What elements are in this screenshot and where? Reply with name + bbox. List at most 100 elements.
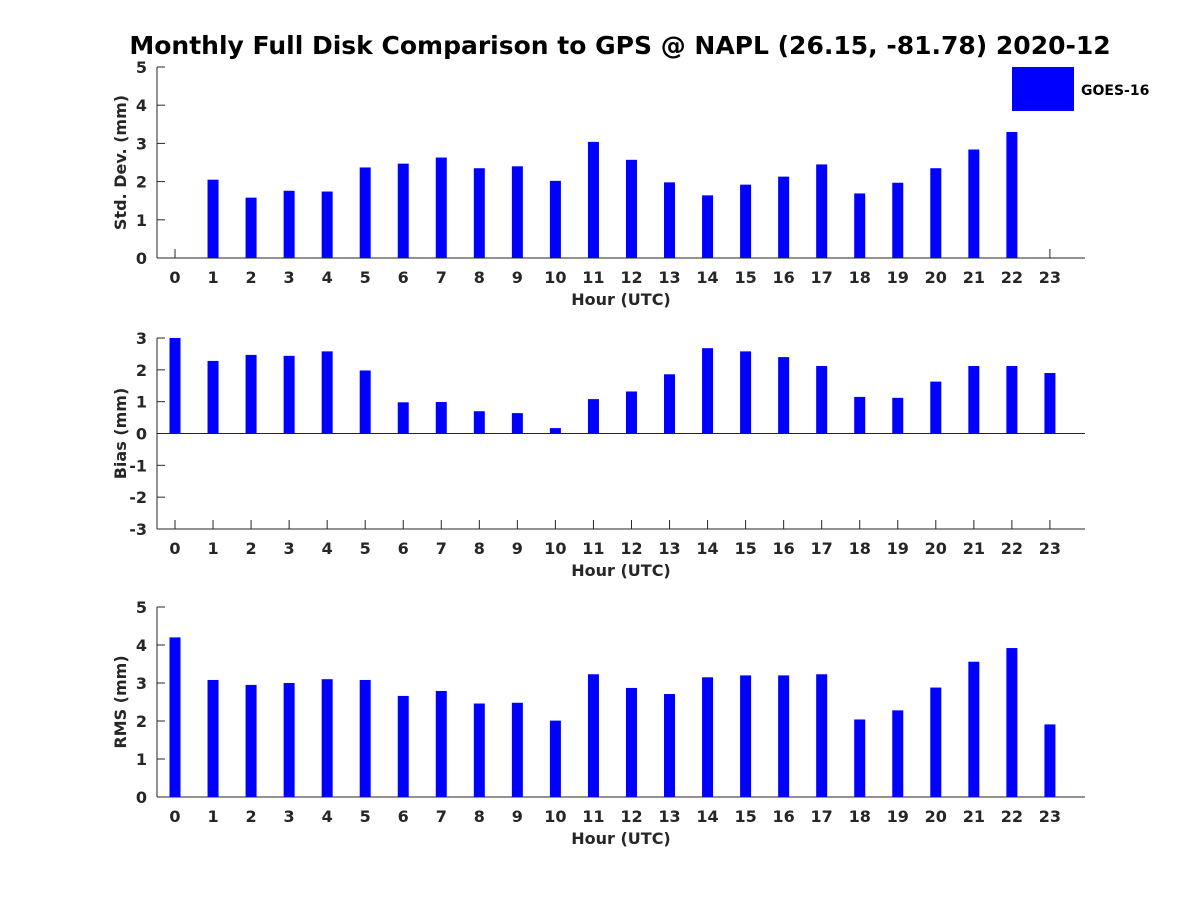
bar-hour-6 [397,695,409,797]
x-tick-label: 13 [658,807,680,826]
y-tick-label: 1 [136,393,147,412]
bar-hour-10 [549,428,561,434]
bar-hour-9 [511,166,523,258]
bar-hour-5 [359,370,371,434]
bar-hour-4 [321,679,333,797]
y-tick-label: -1 [129,456,147,475]
x-tick-label: 20 [925,268,947,287]
x-tick-label: 17 [811,539,833,558]
x-tick-label: 10 [544,807,566,826]
bar-hour-14 [702,348,714,434]
x-tick-label: 7 [436,807,447,826]
x-tick-label: 21 [963,539,985,558]
bar-hour-18 [854,719,866,797]
x-tick-label: 11 [582,268,604,287]
bar-hour-11 [587,141,599,258]
y-tick-label: -2 [129,488,147,507]
x-tick-label: 0 [169,268,180,287]
bar-hour-16 [778,357,790,434]
x-tick-label: 18 [849,539,871,558]
y-tick-label: 3 [136,329,147,348]
x-tick-label: 11 [582,807,604,826]
bar-hour-15 [740,675,752,797]
bar-hour-2 [245,684,257,797]
bar-hour-15 [740,184,752,258]
x-tick-label: 10 [544,539,566,558]
bar-hour-8 [473,703,485,797]
x-tick-label: 15 [734,268,756,287]
bar-hour-17 [816,674,828,797]
bar-hour-15 [740,351,752,434]
x-tick-label: 17 [811,268,833,287]
y-tick-label: 0 [136,788,147,807]
y-tick-label: 3 [136,134,147,153]
bar-hour-8 [473,411,485,434]
bar-hour-7 [435,157,447,258]
x-tick-label: 14 [696,539,718,558]
bar-hour-3 [283,190,295,258]
bar-hour-22 [1006,131,1018,258]
x-tick-label: 1 [207,807,218,826]
x-tick-label: 9 [512,807,523,826]
bar-hour-0 [169,338,181,434]
x-tick-label: 19 [887,539,909,558]
x-tick-label: 14 [696,268,718,287]
legend-label: GOES-16 [1081,83,1149,99]
bar-hour-1 [207,679,219,797]
x-tick-label: 16 [773,539,795,558]
x-tick-label: 16 [773,268,795,287]
bar-hour-13 [664,374,676,434]
x-tick-label: 23 [1039,268,1061,287]
x-tick-label: 12 [620,807,642,826]
bar-hour-12 [625,391,637,434]
y-tick-label: 0 [136,425,147,444]
x-tick-label: 15 [734,539,756,558]
bar-hour-4 [321,191,333,258]
bar-hour-19 [892,182,904,258]
y-tick-label: 1 [136,750,147,769]
x-tick-label: 12 [620,268,642,287]
x-tick-label: 20 [925,539,947,558]
y-tick-label: 2 [136,712,147,731]
x-tick-label: 18 [849,807,871,826]
x-tick-label: 1 [207,539,218,558]
x-tick-label: 2 [246,807,257,826]
x-tick-label: 12 [620,539,642,558]
x-tick-label: 4 [322,807,333,826]
bar-hour-12 [625,687,637,797]
x-tick-label: 21 [963,807,985,826]
legend-swatch [1012,67,1074,111]
x-tick-label: 8 [474,268,485,287]
x-tick-label: 0 [169,807,180,826]
bar-hour-16 [778,176,790,258]
y-tick-label: 4 [136,636,147,655]
bar-hour-1 [207,360,219,434]
x-tick-label: 8 [474,539,485,558]
y-tick-label: -3 [129,520,147,539]
bar-hour-19 [892,397,904,434]
bar-hour-23 [1044,724,1056,797]
y-tick-label: 0 [136,249,147,268]
x-tick-label: 4 [322,539,333,558]
bar-hour-1 [207,179,219,258]
x-tick-label: 22 [1001,539,1023,558]
bar-hour-3 [283,683,295,797]
x-tick-label: 4 [322,268,333,287]
bar-hour-4 [321,351,333,434]
x-tick-label: 2 [246,268,257,287]
y-tick-label: 5 [136,58,147,77]
x-tick-label: 22 [1001,807,1023,826]
bar-hour-11 [587,674,599,797]
bar-hour-13 [664,182,676,258]
x-tick-label: 9 [512,268,523,287]
bar-hour-18 [854,193,866,258]
bar-hour-17 [816,366,828,434]
bar-hour-21 [968,149,980,258]
x-axis-label: Hour (UTC) [571,290,671,309]
bar-hour-20 [930,168,942,258]
bar-hour-9 [511,702,523,797]
